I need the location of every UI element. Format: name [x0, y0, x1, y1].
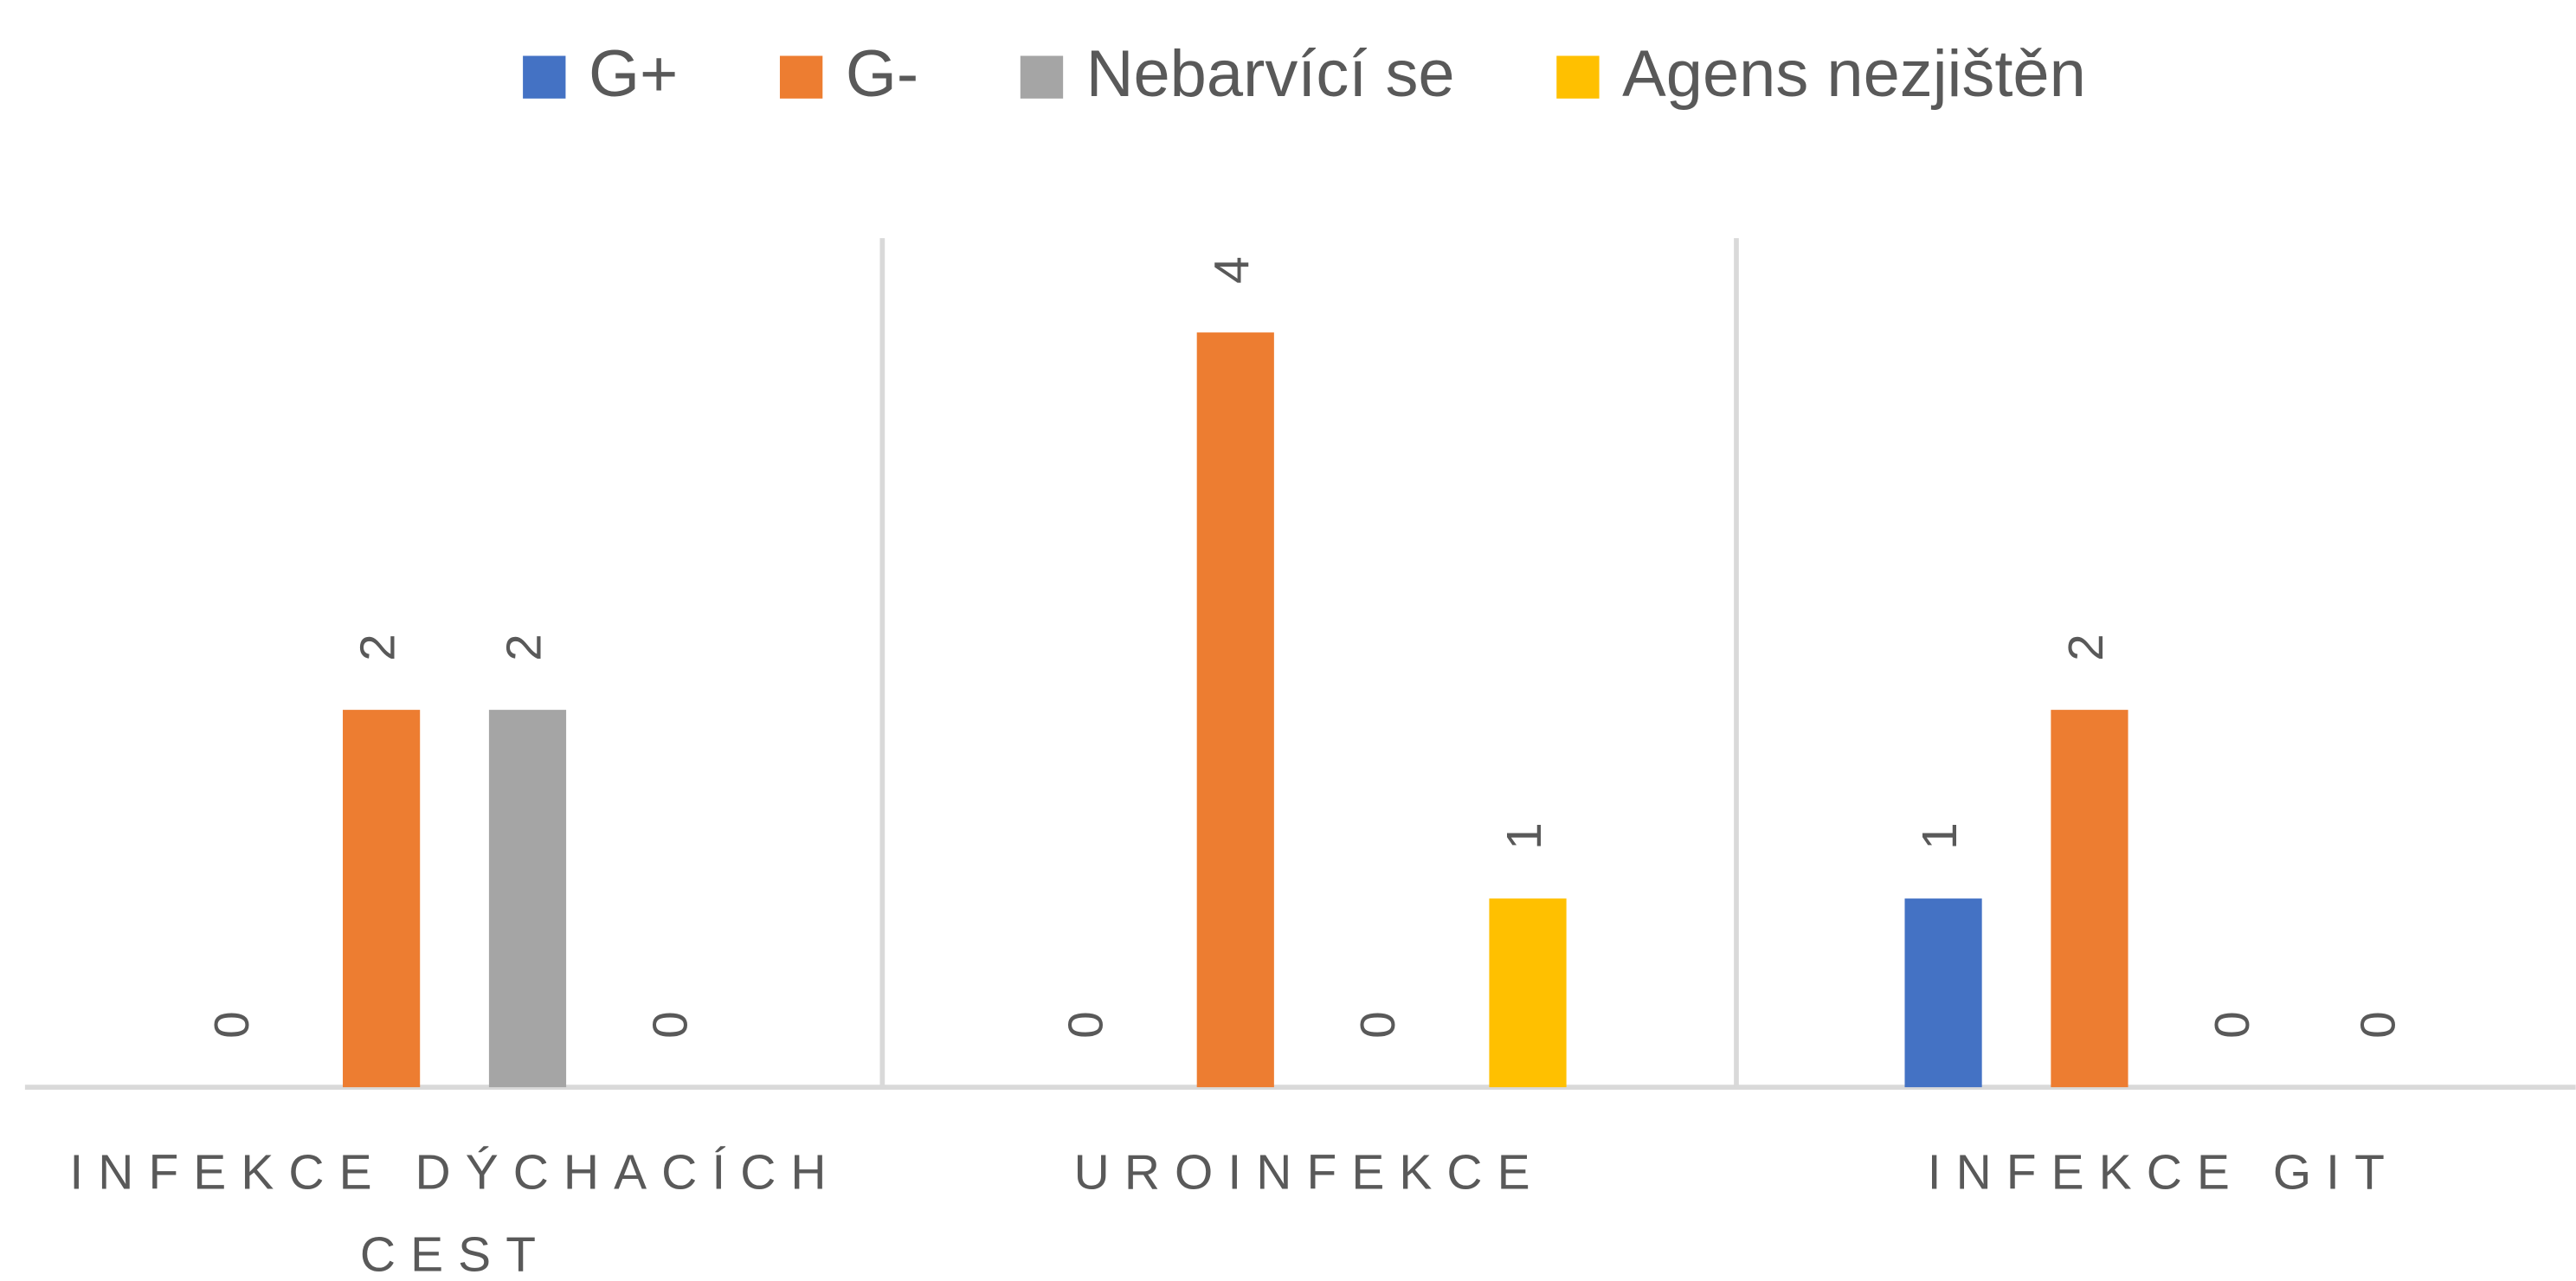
data-label: 2: [351, 634, 406, 661]
legend-label: G-: [846, 37, 918, 111]
x-tick-label: INFEKCE GIT: [1927, 1146, 2399, 1201]
bar: [1904, 898, 1982, 1088]
x-tick-label: INFEKCE DÝCHACÍCH CEST: [69, 1146, 841, 1281]
legend: G+ G- Nebarvící se Agens nezjištěn: [523, 37, 2086, 111]
legend-swatch: [523, 55, 566, 99]
data-label: 0: [204, 1011, 260, 1039]
legend-label: Nebarvící se: [1086, 37, 1455, 111]
data-label: 0: [1058, 1011, 1113, 1039]
legend-swatch: [779, 55, 823, 99]
x-tick-label-box: INFEKCE DÝCHACÍCH CEST: [69, 1146, 841, 1281]
data-label: 1: [1497, 822, 1552, 850]
data-label: 2: [497, 634, 552, 661]
legend-label: Agens nezjištěn: [1622, 37, 2086, 111]
bar: [2051, 710, 2128, 1088]
data-label: 2: [2058, 634, 2114, 661]
legend-label: G+: [589, 37, 678, 111]
data-label: 0: [642, 1011, 698, 1039]
x-tick-label: UROINFEKCE: [1073, 1146, 1545, 1201]
data-label: 0: [2351, 1011, 2406, 1039]
data-label: 1: [1912, 822, 1967, 850]
bar: [1489, 898, 1567, 1088]
data-label: 0: [2205, 1011, 2260, 1039]
x-tick-label-box: UROINFEKCE: [1073, 1146, 1545, 1201]
bar: [1196, 332, 1274, 1088]
bar: [343, 710, 421, 1088]
data-label: 4: [1204, 256, 1259, 284]
x-tick-label-box: INFEKCE GIT: [1927, 1146, 2399, 1201]
data-label: 0: [1350, 1011, 1406, 1039]
legend-swatch: [1020, 55, 1064, 99]
legend-swatch: [1556, 55, 1600, 99]
bar: [488, 710, 567, 1088]
